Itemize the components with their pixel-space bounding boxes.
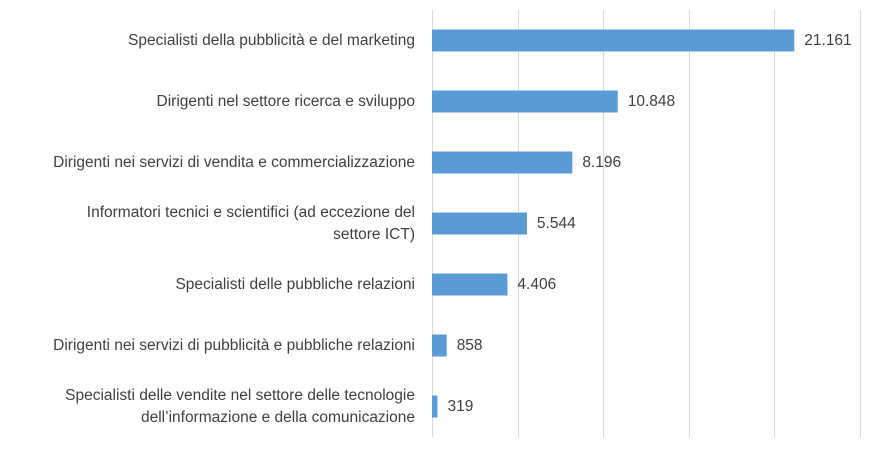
data-label: 5.544 (537, 215, 576, 232)
category-label: Dirigenti nei servizi di pubblicità e pu… (53, 337, 415, 354)
category-label-line: Specialisti delle vendite nel settore de… (65, 387, 415, 404)
bar (432, 273, 508, 296)
category-label-line: settore ICT) (333, 226, 415, 243)
bar (432, 29, 795, 52)
data-label: 4.406 (517, 276, 556, 293)
category-label-line: Specialisti delle pubbliche relazioni (175, 276, 415, 293)
bar (432, 212, 527, 235)
category-label-line: dell’informazione e della comunicazione (141, 409, 415, 426)
bar (432, 395, 438, 418)
bar (432, 334, 447, 357)
category-label-line: Specialisti della pubblicità e del marke… (128, 32, 415, 49)
data-label: 858 (457, 337, 483, 354)
category-label-line: Dirigenti nei servizi di pubblicità e pu… (53, 337, 415, 354)
data-label: 21.161 (804, 32, 851, 49)
bar (432, 151, 573, 174)
category-label: Informatori tecnici e scientifici (ad ec… (87, 204, 415, 243)
data-label: 10.848 (628, 93, 675, 110)
category-label-line: Informatori tecnici e scientifici (ad ec… (87, 204, 415, 221)
category-label: Specialisti delle pubbliche relazioni (175, 276, 415, 293)
category-label-line: Dirigenti nel settore ricerca e sviluppo (157, 93, 415, 110)
data-label: 8.196 (582, 154, 621, 171)
data-label: 319 (447, 398, 473, 415)
category-label: Specialisti della pubblicità e del marke… (128, 32, 415, 49)
category-label: Specialisti delle vendite nel settore de… (65, 387, 415, 426)
category-label-line: Dirigenti nei servizi di vendita e comme… (53, 154, 415, 171)
bar (432, 90, 618, 113)
category-label: Dirigenti nei servizi di vendita e comme… (53, 154, 415, 171)
category-label: Dirigenti nel settore ricerca e sviluppo (157, 93, 415, 110)
